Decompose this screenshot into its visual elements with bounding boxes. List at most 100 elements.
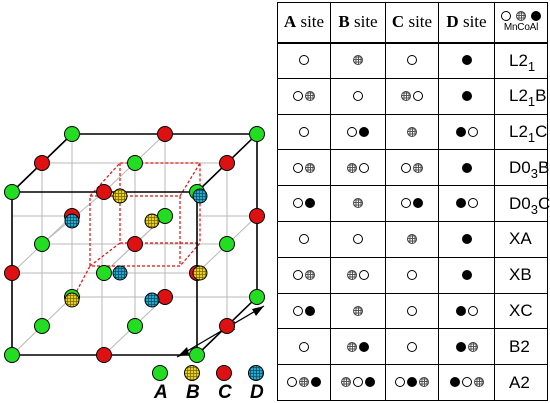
site-occupancy-cell <box>385 328 439 366</box>
atom-site-c <box>4 265 20 281</box>
site-occupancy-cell <box>438 42 495 79</box>
structure-name: B2 <box>494 328 548 366</box>
site-occupancy-cell <box>438 220 495 258</box>
site-occupancy-cell <box>385 364 439 401</box>
structure-row: XB <box>277 256 548 294</box>
site-occupancy-cell <box>385 220 439 258</box>
atom-site-c <box>127 236 143 252</box>
mn-open-circle-icon <box>467 198 478 209</box>
structure-name-main: A2 <box>509 372 530 392</box>
structure-row: XC <box>277 292 548 330</box>
co-hatched-circle-icon <box>299 377 309 388</box>
structure-name-main: L2 <box>509 86 528 106</box>
al-filled-circle-icon <box>455 341 466 352</box>
atom-site-a <box>4 347 20 363</box>
mn-open-circle-icon <box>299 126 309 137</box>
site-occupancy-cell <box>277 364 331 401</box>
mn-open-circle-icon <box>293 162 303 173</box>
site-occupancy-table: A site B site C site D site MnCoAl L21 L2… <box>277 2 550 401</box>
al-filled-circle-icon <box>359 126 369 137</box>
structure-name-suffix: B <box>535 86 547 106</box>
structure-row: L21 <box>277 42 548 79</box>
atom-site-d <box>112 265 128 281</box>
co-hatched-circle-icon <box>353 305 363 316</box>
structure-name-main: D0 <box>509 193 531 213</box>
inner-cube-dashed <box>71 162 201 301</box>
co-hatched-circle-icon <box>341 377 351 388</box>
co-hatched-circle-icon <box>473 377 484 388</box>
atom-site-a <box>189 347 205 363</box>
structure-name-suffix: B <box>537 157 550 177</box>
site-occupancy-cell <box>277 149 331 187</box>
site-occupancy-cell <box>330 328 386 366</box>
atom-site-a <box>127 318 143 334</box>
site-legend-dot-b <box>184 365 200 381</box>
co-hatched-circle-icon <box>413 162 423 173</box>
mn-open-circle-icon <box>299 55 309 66</box>
mn-open-circle-icon <box>287 377 297 388</box>
site-occupancy-cell <box>385 256 439 294</box>
atom-site-a <box>4 184 20 200</box>
atom-site-b <box>144 213 160 229</box>
site-legend-label-d: D <box>250 382 264 403</box>
structure-name-subscript: 3 <box>530 165 538 181</box>
co-hatched-circle-icon <box>305 162 315 173</box>
al-filled-circle-icon <box>455 126 466 137</box>
site-occupancy-cell <box>438 77 495 115</box>
al-filled-circle-icon <box>455 198 466 209</box>
mn-open-circle-icon <box>353 377 363 388</box>
structure-row: D03B <box>277 149 550 187</box>
al-filled-circle-icon <box>461 55 472 66</box>
site-occupancy-cell <box>277 77 331 115</box>
mn-open-circle-icon <box>407 341 417 352</box>
site-occupancy-cell <box>438 149 495 187</box>
mn-open-circle-icon <box>395 377 405 388</box>
structure-name-main: XA <box>509 229 532 249</box>
site-occupancy-cell <box>385 42 439 79</box>
header-c-site: C site <box>385 2 439 44</box>
structure-row: A2 <box>277 364 548 401</box>
table-header-row: A site B site C site D site MnCoAl <box>277 2 548 44</box>
structure-row: L21C <box>277 113 548 151</box>
al-filled-circle-icon <box>461 234 472 245</box>
structure-name: D03B <box>494 149 550 187</box>
atom-site-c <box>157 126 173 142</box>
structure-name-main: XC <box>509 300 533 320</box>
site-occupancy-cell <box>330 292 386 330</box>
mn-open-circle-icon <box>413 90 423 101</box>
structure-name-main: L2 <box>509 50 528 70</box>
al-filled-circle-icon <box>531 11 541 22</box>
co-hatched-circle-icon <box>407 234 417 245</box>
structure-name: XB <box>494 256 548 294</box>
atom-site-c <box>96 184 112 200</box>
site-occupancy-cell <box>330 113 386 151</box>
co-hatched-circle-icon <box>407 126 417 137</box>
al-filled-circle-icon <box>365 377 375 388</box>
mn-open-circle-icon <box>293 269 303 280</box>
atom-site-c <box>96 347 112 363</box>
al-filled-circle-icon <box>305 305 315 316</box>
structure-name-subscript: 1 <box>527 58 536 74</box>
structure-name-suffix: C <box>537 193 550 213</box>
co-hatched-circle-icon <box>353 198 363 209</box>
site-occupancy-cell <box>330 364 386 401</box>
atom-site-b <box>192 265 208 281</box>
structure-name: XA <box>494 220 548 258</box>
mn-open-circle-icon <box>353 90 363 101</box>
atom-site-a <box>249 126 265 142</box>
site-occupancy-cell <box>330 256 386 294</box>
site-occupancy-cell <box>385 149 439 187</box>
co-hatched-circle-icon <box>347 269 357 280</box>
atom-site-d <box>192 188 208 204</box>
site-occupancy-cell <box>330 185 386 222</box>
atom-site-a <box>34 318 50 334</box>
site-occupancy-cell <box>277 292 331 330</box>
co-hatched-circle-icon <box>305 90 315 101</box>
al-filled-circle-icon <box>413 198 423 209</box>
atoms <box>4 126 265 363</box>
mn-open-circle-icon <box>401 162 411 173</box>
mn-open-circle-icon <box>461 377 472 388</box>
structure-name-subscript: 1 <box>527 94 536 110</box>
